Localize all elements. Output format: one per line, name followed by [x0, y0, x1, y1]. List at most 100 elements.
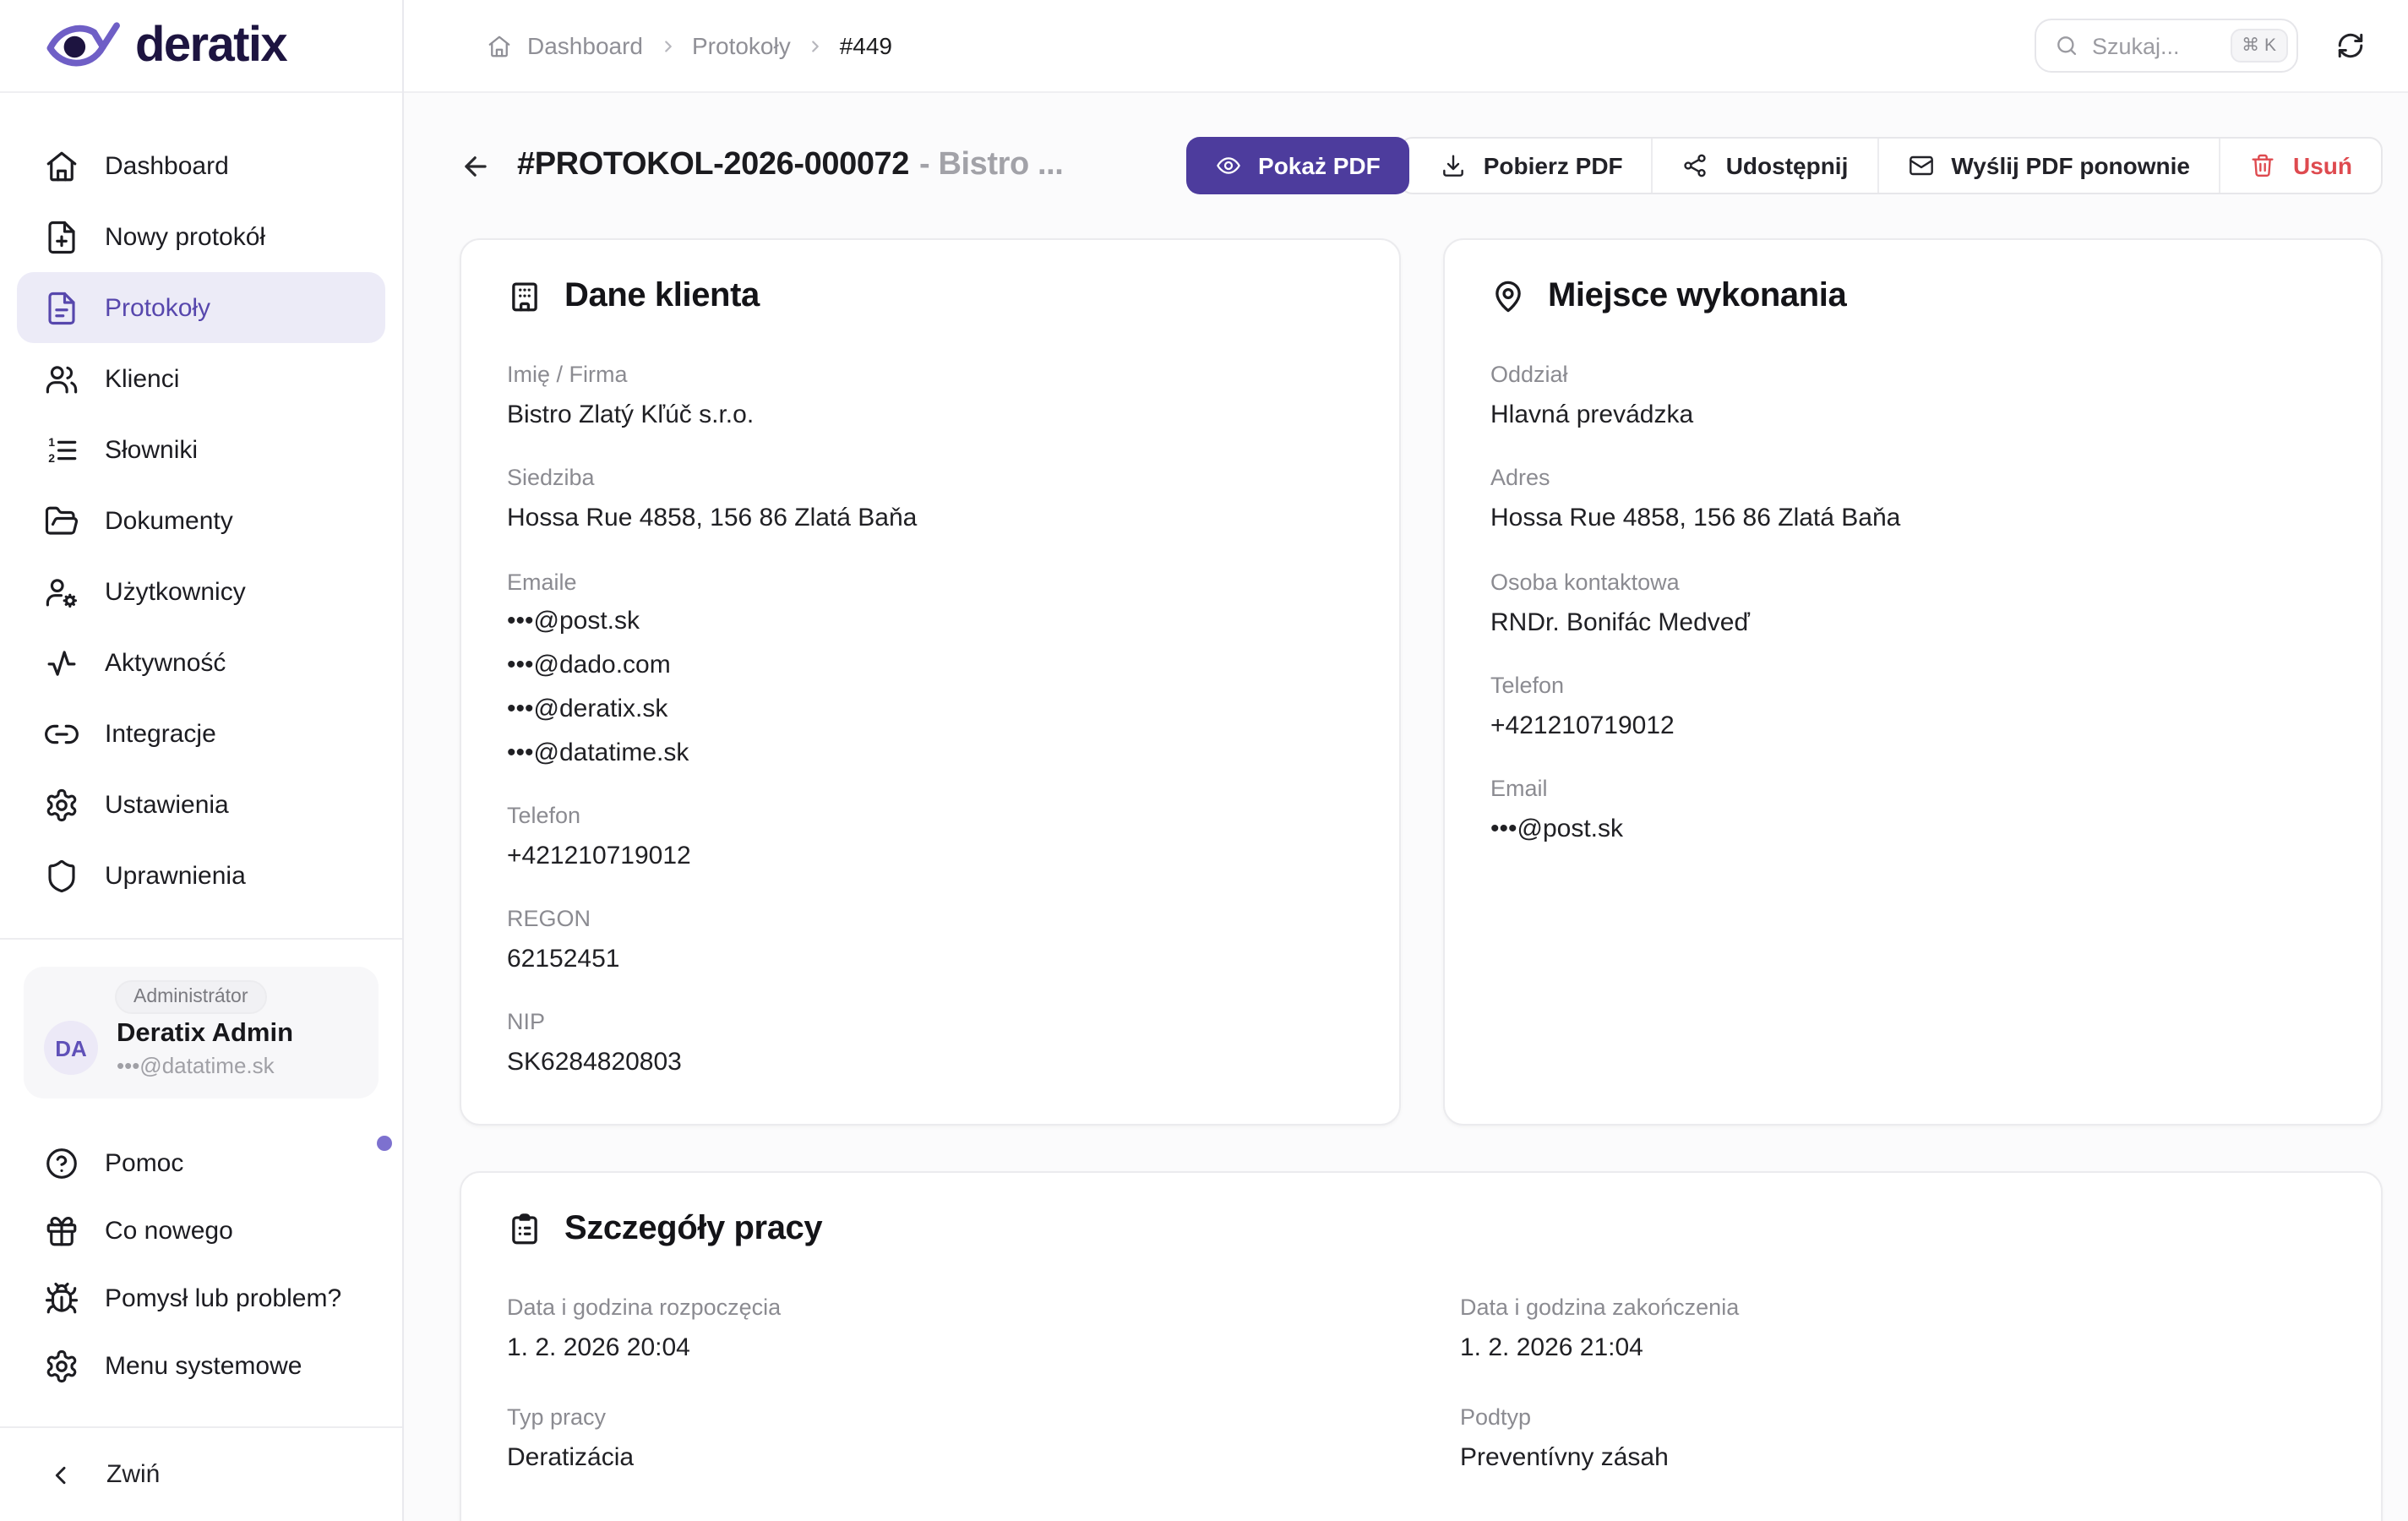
sidebar-item-menu-systemowe[interactable]: Menu systemowe — [17, 1333, 385, 1400]
deratix-eye-icon — [44, 15, 122, 76]
sidebar-item-pomysl-lub-problem[interactable]: Pomysł lub problem? — [17, 1265, 385, 1333]
chevron-left-icon — [47, 1461, 74, 1488]
brand-name: deratix — [135, 18, 288, 72]
resend-pdf-button[interactable]: Wyślij PDF ponownie — [1877, 139, 2219, 193]
breadcrumb-dashboard[interactable]: Dashboard — [527, 32, 643, 59]
search-input[interactable]: Szukaj... ⌘ K — [2035, 19, 2298, 73]
breadcrumb-protokoly[interactable]: Protokoły — [692, 32, 791, 59]
field-phone: Telefon +421210719012 — [1490, 672, 1675, 740]
sidebar-item-label: Co nowego — [105, 1216, 233, 1246]
back-button[interactable] — [460, 150, 492, 182]
sidebar-footer-nav: Pomoc Co nowego Pomysł lub problem? Menu… — [0, 1099, 402, 1400]
sidebar-item-label: Integracje — [105, 719, 216, 748]
work-card-title: Szczegóły pracy — [507, 1211, 2335, 1250]
share-icon — [1682, 152, 1709, 179]
page-subtitle: - Bistro ... — [919, 147, 1064, 183]
client-data-card: Dane klienta Imię / Firma Bistro Zlatý K… — [460, 238, 1401, 1126]
shield-icon — [44, 858, 79, 893]
home-icon — [44, 148, 79, 183]
sidebar-item-label: Klienci — [105, 364, 180, 393]
work-details-card: Szczegóły pracy Data i godzina rozpoczęc… — [460, 1171, 2383, 1521]
share-button[interactable]: Udostępnij — [1651, 139, 1877, 193]
field-siedziba: Siedziba Hossa Rue 4858, 156 86 Zlatá Ba… — [507, 465, 918, 533]
sidebar-item-label: Protokoły — [105, 293, 211, 322]
field-email: Email •••@post.sk — [1490, 776, 1624, 843]
chevron-right-icon — [806, 36, 825, 55]
sidebar-item-integracje[interactable]: Integracje — [17, 698, 385, 769]
avatar: DA — [44, 1021, 98, 1076]
sidebar-item-nowy-protokol[interactable]: Nowy protokół — [17, 201, 385, 272]
sidebar-item-protokoly[interactable]: Protokoły — [17, 272, 385, 343]
email-item: •••@datatime.sk — [507, 738, 689, 766]
search-icon — [2055, 34, 2078, 57]
sidebar-item-label: Pomoc — [105, 1148, 184, 1178]
home-icon — [487, 33, 512, 58]
building-icon — [507, 279, 542, 314]
sidebar-item-label: Słowniki — [105, 435, 199, 464]
email-item: •••@post.sk — [507, 606, 640, 635]
sidebar-item-dokumenty[interactable]: Dokumenty — [17, 485, 385, 556]
sidebar-item-pomoc[interactable]: Pomoc — [17, 1130, 385, 1197]
sidebar-item-co-nowego[interactable]: Co nowego — [17, 1197, 385, 1265]
main-area: Dashboard Protokoły #449 Szukaj... ⌘ K — [404, 0, 2408, 1521]
topbar: Dashboard Protokoły #449 Szukaj... ⌘ K — [404, 0, 2408, 93]
user-cog-icon — [44, 574, 79, 609]
user-card[interactable]: Administrátor DA Deratix Admin •••@datat… — [24, 967, 379, 1099]
sidebar-item-label: Nowy protokół — [105, 222, 266, 251]
clipboard-icon — [507, 1213, 542, 1248]
sidebar-item-aktywnosc[interactable]: Aktywność — [17, 627, 385, 698]
mail-icon — [1907, 152, 1934, 179]
sidebar-item-klienci[interactable]: Klienci — [17, 343, 385, 414]
client-card-title: Dane klienta — [507, 277, 1354, 316]
collapse-sidebar-button[interactable]: Zwiń — [0, 1426, 402, 1521]
notification-dot — [377, 1136, 392, 1151]
link-icon — [44, 716, 79, 751]
email-item: •••@deratix.sk — [507, 694, 668, 722]
sidebar-item-label: Dashboard — [105, 151, 229, 180]
sidebar-item-label: Pomysł lub problem? — [105, 1284, 342, 1313]
sidebar-item-uprawnienia[interactable]: Uprawnienia — [17, 840, 385, 911]
page-header: #PROTOKOL-2026-000072- Bistro ... Pokaż … — [460, 137, 2383, 194]
search-placeholder: Szukaj... — [2092, 33, 2180, 58]
secondary-actions-group: Pobierz PDF Udostępnij Wyślij PDF ponown… — [1398, 137, 2383, 194]
sidebar-item-label: Użytkownicy — [105, 577, 246, 606]
field-work-subtype: Podtyp Preventívny zásah — [1460, 1404, 1669, 1471]
arrow-left-icon — [460, 150, 492, 182]
folder-open-icon — [44, 503, 79, 538]
sidebar-divider — [0, 938, 402, 940]
sidebar-nav: Dashboard Nowy protokół Protokoły Klienc… — [0, 93, 402, 911]
gift-icon — [44, 1213, 79, 1249]
field-regon: REGON 62152451 — [507, 905, 620, 973]
chevron-right-icon — [658, 36, 677, 55]
sidebar-item-label: Dokumenty — [105, 506, 233, 535]
gear-icon — [44, 1349, 79, 1384]
sidebar-item-ustawienia[interactable]: Ustawienia — [17, 769, 385, 840]
breadcrumb-current: #449 — [839, 32, 893, 59]
field-end-datetime: Data i godzina zakończenia 1. 2. 2026 21… — [1460, 1295, 1740, 1363]
field-branch: Oddział Hlavná prevádzka — [1490, 362, 1694, 429]
delete-button[interactable]: Usuń — [2219, 139, 2381, 193]
field-start-datetime: Data i godzina rozpoczęcia 1. 2. 2026 20… — [507, 1295, 782, 1363]
refresh-button[interactable] — [2335, 30, 2366, 61]
download-pdf-button[interactable]: Pobierz PDF — [1411, 139, 1652, 193]
trash-icon — [2249, 152, 2276, 179]
show-pdf-button[interactable]: Pokaż PDF — [1185, 137, 1409, 194]
field-phone: Telefon +421210719012 — [507, 802, 691, 870]
field-contact-person: Osoba kontaktowa RNDr. Bonifác Medveď — [1490, 569, 1750, 636]
bug-icon — [44, 1281, 79, 1317]
breadcrumb: Dashboard Protokoły #449 — [487, 32, 892, 59]
download-icon — [1440, 152, 1467, 179]
eye-icon — [1214, 152, 1241, 179]
brand-logo[interactable]: deratix — [0, 0, 402, 93]
user-email: •••@datatime.sk — [117, 1053, 275, 1079]
sidebar-item-dashboard[interactable]: Dashboard — [17, 130, 385, 201]
sidebar-item-label: Ustawienia — [105, 790, 229, 819]
field-work-type: Typ pracy Deratizácia — [507, 1404, 635, 1471]
users-icon — [44, 361, 79, 396]
sidebar-item-uzytkownicy[interactable]: Użytkownicy — [17, 556, 385, 627]
file-plus-icon — [44, 219, 79, 254]
refresh-icon — [2335, 30, 2366, 61]
role-badge: Administrátor — [115, 980, 267, 1014]
